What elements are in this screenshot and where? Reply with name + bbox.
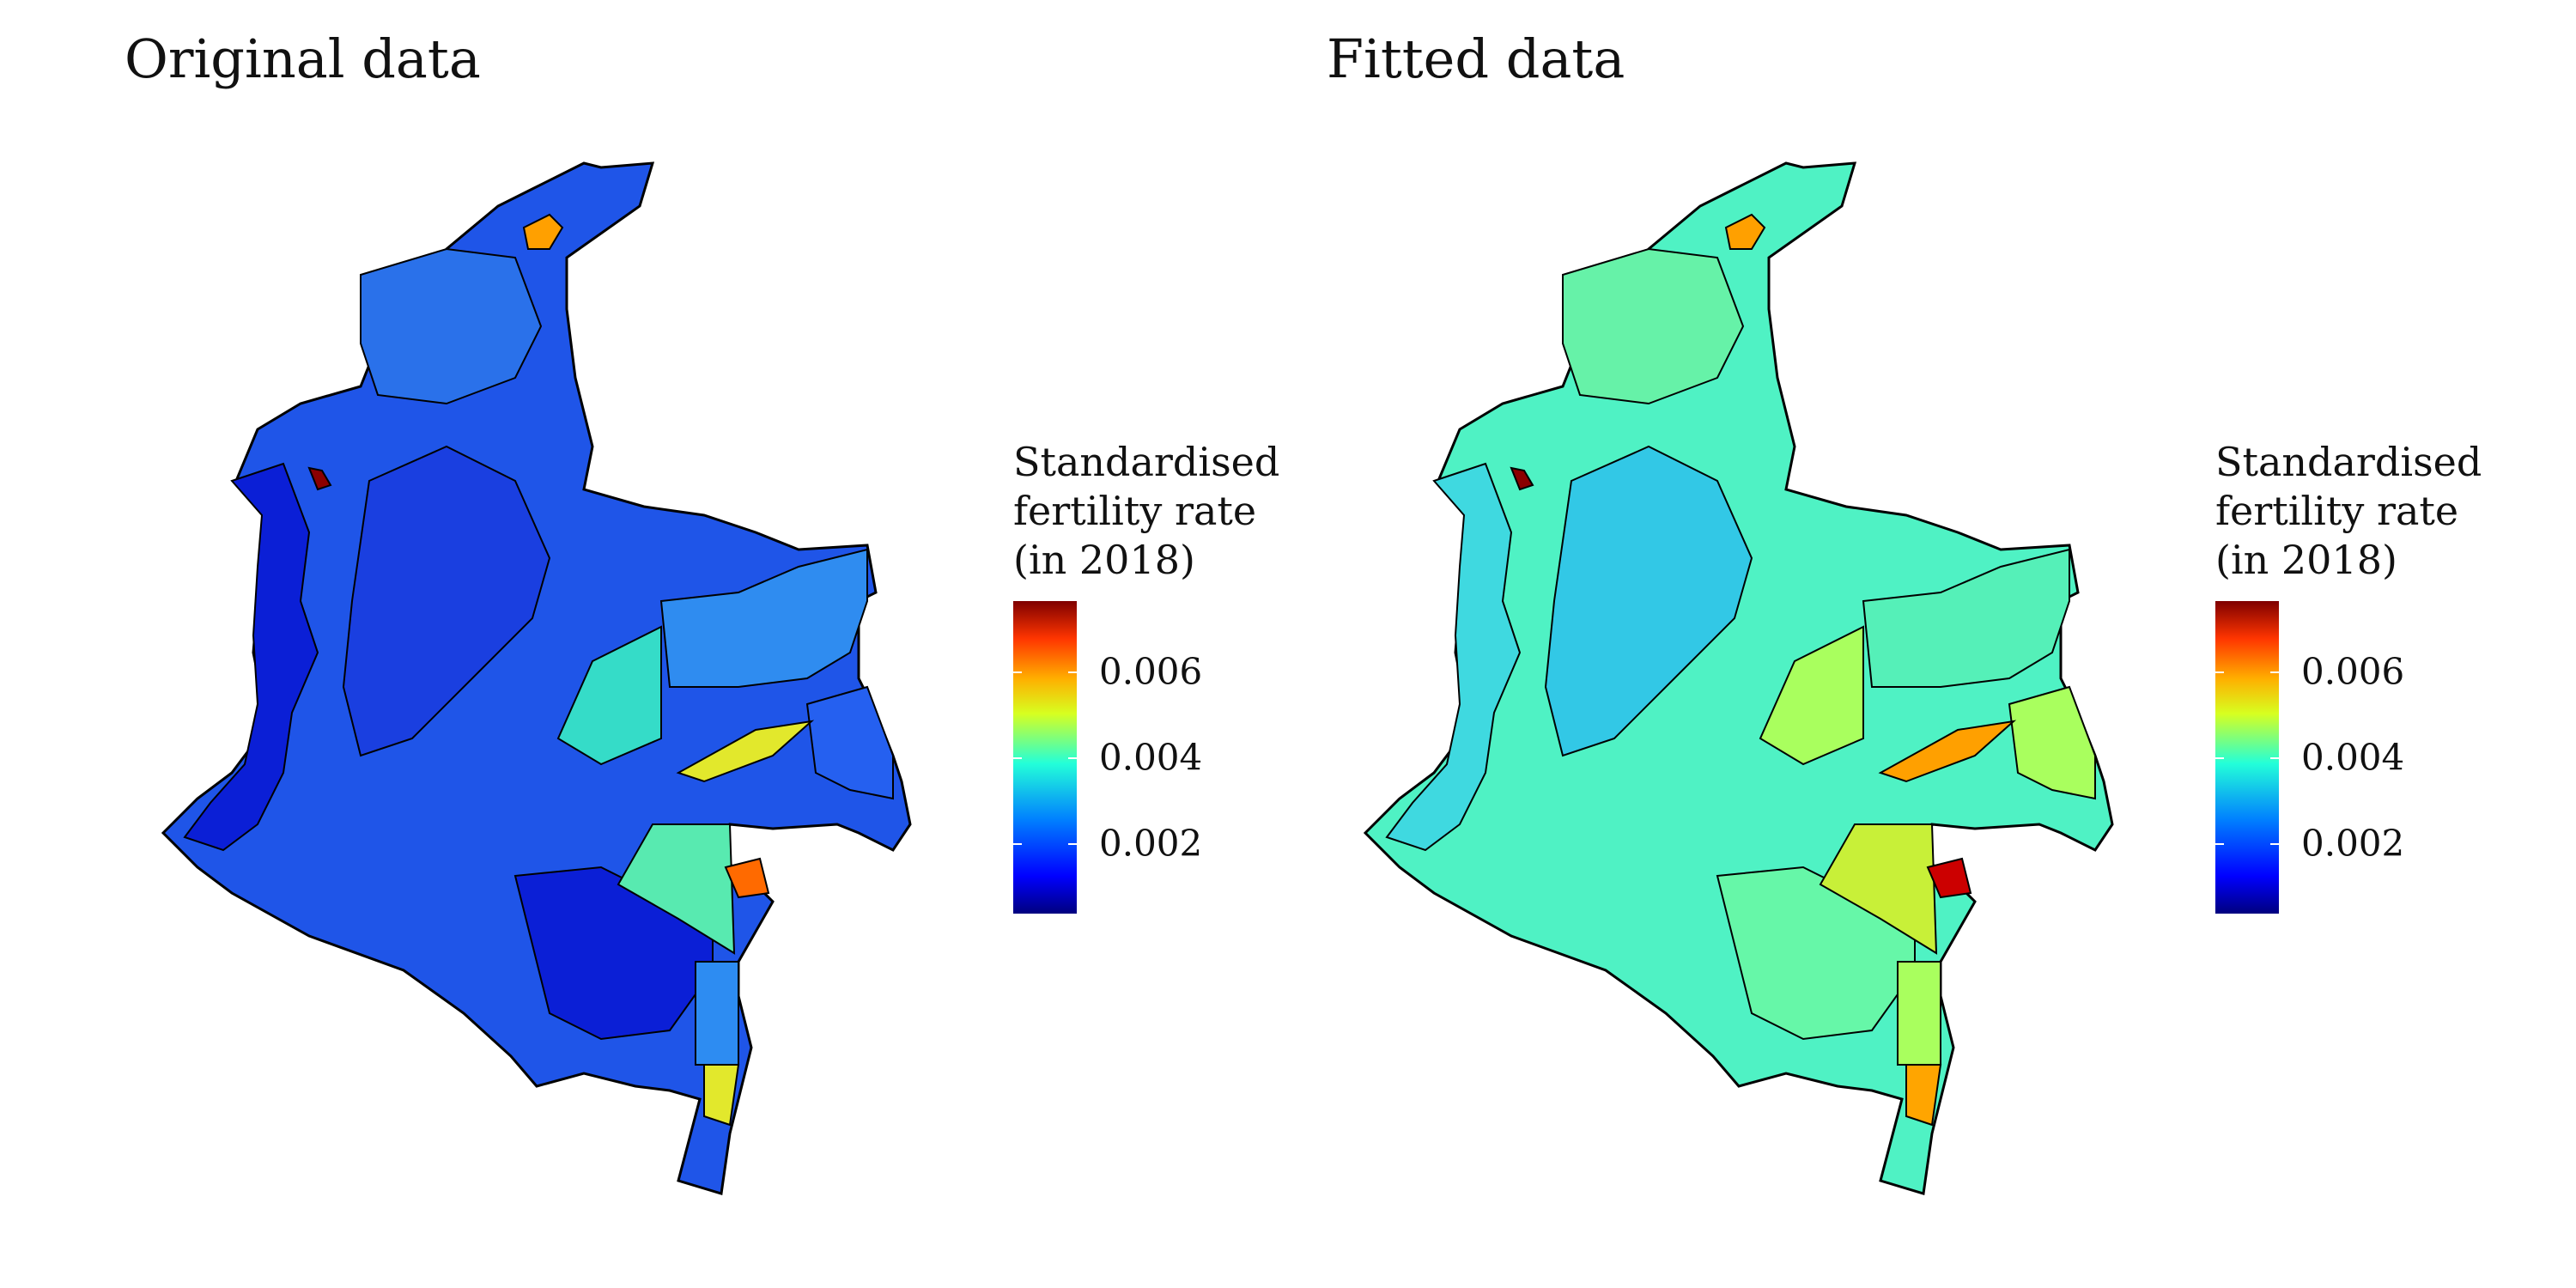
colombia-map: [1202, 0, 2190, 1288]
panel-fitted: Fitted data Standardised fertility rate …: [1202, 0, 2490, 1288]
legend-title-line: Standardised: [2215, 438, 2542, 487]
colorbar: 0.006 0.004 0.002: [2215, 601, 2279, 914]
legend-title: Standardised fertility rate (in 2018): [2215, 438, 2542, 585]
tick-label: 0.006: [2301, 651, 2404, 693]
tick-mark: [2215, 843, 2224, 845]
tick-label: 0.002: [2301, 823, 2404, 865]
tick-mark: [1013, 757, 1022, 759]
south-east-region: [696, 962, 738, 1065]
colorbar: 0.006 0.004 0.002: [1013, 601, 1077, 914]
legend-title-line: (in 2018): [2215, 536, 2542, 585]
panel-original: Original data Standardised fertility rat…: [0, 0, 1288, 1288]
tick-label: 0.004: [1099, 737, 1202, 779]
legend: Standardised fertility rate (in 2018) 0.…: [2215, 438, 2542, 585]
tick-mark: [1068, 671, 1077, 673]
tick-mark: [2270, 671, 2279, 673]
tick-mark: [2270, 843, 2279, 845]
tick-label: 0.004: [2301, 737, 2404, 779]
tick-mark: [1013, 843, 1022, 845]
legend-title-line: fertility rate: [2215, 487, 2542, 536]
colombia-map: [0, 0, 987, 1288]
tick-mark: [2215, 671, 2224, 673]
south-east-region: [1898, 962, 1941, 1065]
tick-label: 0.002: [1099, 823, 1202, 865]
tick-mark: [1068, 843, 1077, 845]
tick-mark: [1068, 757, 1077, 759]
tick-mark: [2215, 757, 2224, 759]
tick-label: 0.006: [1099, 651, 1202, 693]
tick-mark: [2270, 757, 2279, 759]
tick-mark: [1013, 671, 1022, 673]
